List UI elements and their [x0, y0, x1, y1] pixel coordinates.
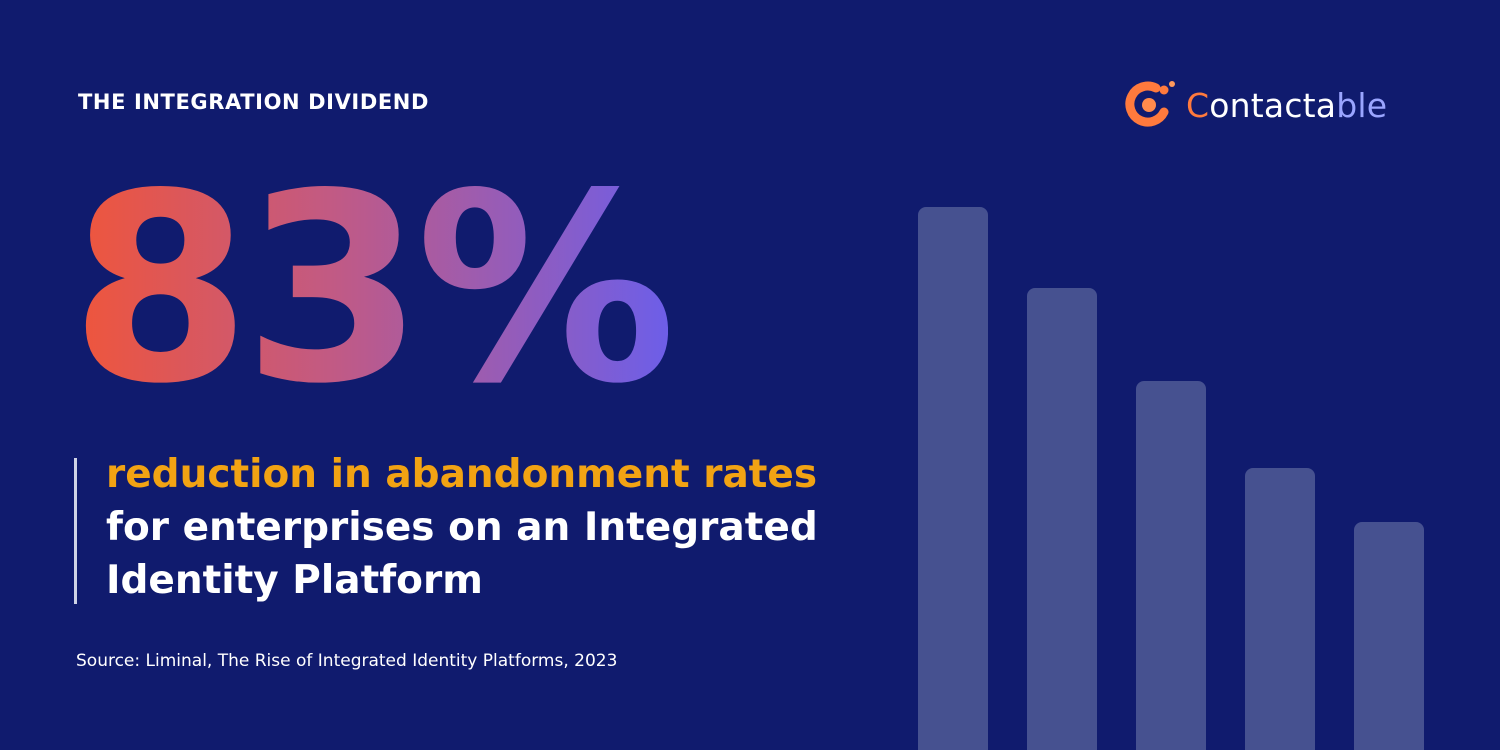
brand-logo: Contactable	[1120, 76, 1387, 134]
decorative-bar	[1027, 288, 1097, 750]
brand-name: Contactable	[1186, 85, 1388, 125]
stat-highlight: reduction in abandonment rates	[106, 452, 818, 497]
stat-detail: for enterprises on an Integrated Identit…	[106, 505, 818, 603]
decorative-bar	[918, 207, 988, 750]
decorative-bar	[1245, 468, 1315, 750]
decorative-bar	[1354, 522, 1424, 750]
source-citation: Source: Liminal, The Rise of Integrated …	[76, 651, 618, 671]
kicker-title: THE INTEGRATION DIVIDEND	[78, 90, 430, 114]
brand-mark-icon	[1125, 81, 1175, 127]
stat-value: 83%	[70, 139, 676, 441]
stat-description: reduction in abandonment rates for enter…	[106, 448, 866, 607]
quote-rule	[74, 458, 77, 604]
decorative-bar	[1136, 381, 1206, 750]
